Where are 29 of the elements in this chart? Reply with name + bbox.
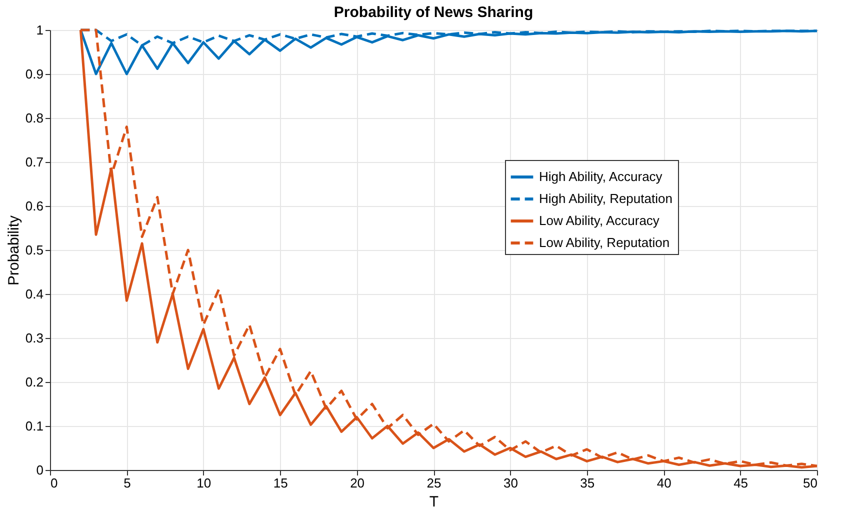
- x-tick-label: 5: [124, 476, 131, 490]
- x-tick-label: 40: [656, 476, 672, 490]
- legend-label: Low Ability, Accuracy: [539, 213, 660, 228]
- x-tick-label: 0: [50, 476, 58, 490]
- y-tick-label: 0.6: [25, 198, 44, 214]
- y-tick-label: 0.2: [25, 374, 44, 390]
- y-tick-label: 0.9: [25, 66, 44, 82]
- x-tick-label: 20: [350, 476, 365, 490]
- x-tick-label: 50: [803, 476, 818, 490]
- x-tick-label: 45: [734, 476, 748, 490]
- x-tick-label: 25: [426, 476, 442, 490]
- x-tick-label: 30: [503, 476, 518, 490]
- y-tick-label: 0.8: [25, 110, 44, 126]
- y-tick-label: 0.7: [25, 154, 44, 170]
- y-tick-label: 0.3: [25, 330, 44, 346]
- x-axis-title: T: [429, 494, 439, 510]
- y-tick-label: 0: [36, 462, 44, 478]
- legend-label: High Ability, Accuracy: [539, 169, 663, 184]
- x-tick-label: 10: [196, 476, 212, 490]
- x-tick-label: 35: [580, 476, 595, 490]
- y-tick-label: 0.5: [25, 242, 44, 258]
- x-tick-label: 15: [273, 476, 288, 490]
- chart-title: Probability of News Sharing: [334, 4, 534, 21]
- legend-label: High Ability, Reputation: [539, 191, 672, 206]
- y-tick-label: 0.1: [25, 418, 44, 434]
- y-tick-label: 1: [36, 22, 44, 38]
- y-axis-title: Probability: [5, 214, 22, 286]
- y-tick-label: 0.4: [25, 286, 44, 302]
- legend-label: Low Ability, Reputation: [539, 235, 670, 250]
